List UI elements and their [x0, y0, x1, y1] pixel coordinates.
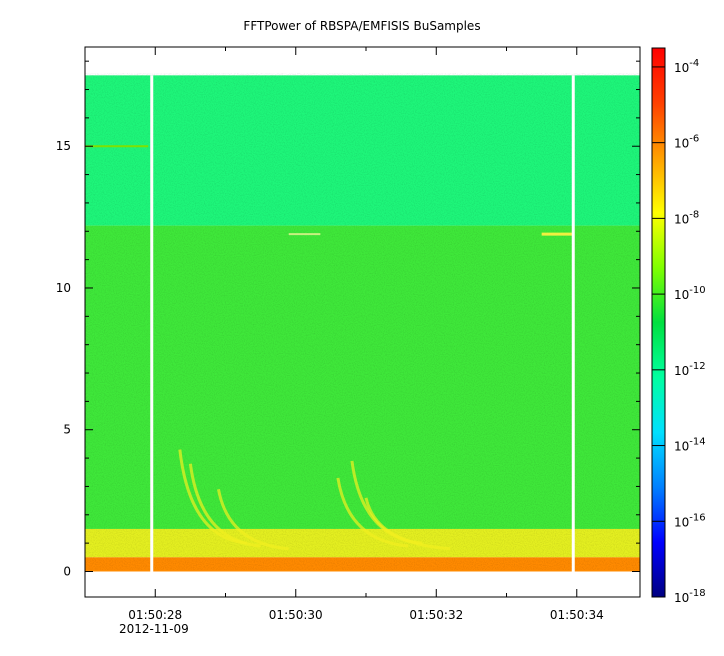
colorbar-tick-label: 10-4: [674, 58, 699, 75]
x-tick-label: 01:50:32: [409, 608, 463, 622]
y-tick-label: 0: [63, 564, 71, 578]
whistler-trace-5: [364, 497, 451, 551]
whistler-trace-1: [188, 463, 261, 548]
x-tick-label: 01:50:34: [550, 608, 604, 622]
y-tick-label: 10: [56, 281, 71, 295]
colorbar-tick-label: 10-14: [674, 437, 706, 454]
y-axis: 0 5 10 15: [56, 60, 640, 578]
y-tick-label: 5: [63, 423, 71, 437]
colorbar-tick-label: 10-6: [674, 134, 699, 151]
y-tick-label: 15: [56, 139, 71, 153]
whistler-trace-4: [336, 477, 409, 548]
data-gap-0: [150, 75, 154, 572]
x-tick-label: 01:50:28: [128, 608, 182, 622]
chart-title: FFTPower of RBSPA/EMFISIS BuSamples: [243, 19, 480, 33]
colorbar-tick-label: 10-16: [674, 512, 706, 529]
colorbar-tick-label: 10-18: [674, 588, 706, 605]
colorbar-gradient: [651, 47, 666, 598]
colorbar: 10-4 10-6 10-8 10-10 10-12 10-14 10-16 10-18: [651, 47, 706, 605]
colorbar-tick-label: 10-12: [674, 361, 706, 378]
x-tick-label: 01:50:30: [269, 608, 323, 622]
plot-frame: [84, 46, 641, 598]
spectrogram-noise-texture: [85, 73, 640, 570]
data-gap-1: [571, 75, 575, 572]
colorbar-tick-label: 10-10: [674, 285, 706, 302]
colorbar-tick-label: 10-8: [674, 209, 699, 226]
plot-area: [84, 46, 641, 598]
whistler-trace-2: [217, 488, 289, 551]
x-axis: 01:50:28 01:50:30 01:50:32 01:50:34: [84, 47, 604, 622]
date-label: 2012-11-09: [119, 622, 189, 636]
